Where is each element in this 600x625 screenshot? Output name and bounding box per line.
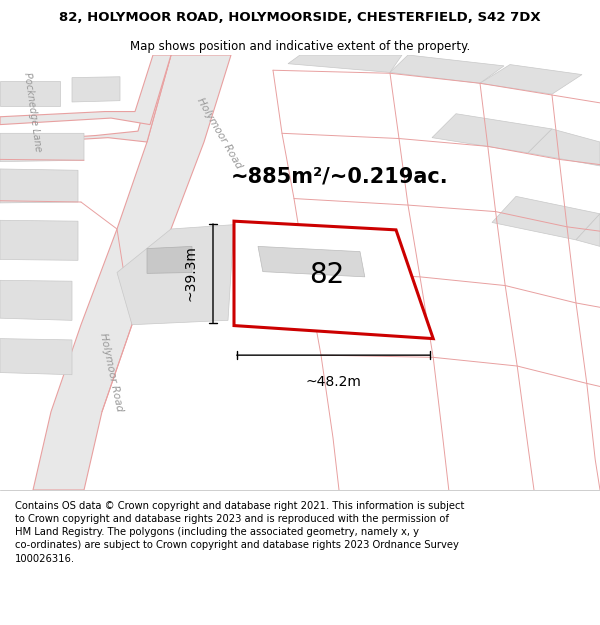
Polygon shape xyxy=(0,281,72,321)
Polygon shape xyxy=(288,55,402,72)
Text: ~885m²/~0.219ac.: ~885m²/~0.219ac. xyxy=(231,167,449,187)
Polygon shape xyxy=(528,129,600,166)
Polygon shape xyxy=(72,77,120,102)
Text: ~39.3m: ~39.3m xyxy=(184,246,198,301)
Polygon shape xyxy=(0,55,171,124)
Polygon shape xyxy=(147,246,192,273)
Text: Contains OS data © Crown copyright and database right 2021. This information is : Contains OS data © Crown copyright and d… xyxy=(15,501,464,564)
Polygon shape xyxy=(0,81,60,106)
Polygon shape xyxy=(0,55,171,144)
Polygon shape xyxy=(432,114,552,153)
Polygon shape xyxy=(33,55,231,490)
Polygon shape xyxy=(390,55,504,83)
Polygon shape xyxy=(117,224,234,325)
Text: ~48.2m: ~48.2m xyxy=(305,375,362,389)
Polygon shape xyxy=(234,221,433,339)
Text: Pocknedge Lane: Pocknedge Lane xyxy=(22,71,44,152)
Polygon shape xyxy=(0,169,78,203)
Polygon shape xyxy=(258,246,365,277)
Polygon shape xyxy=(0,133,84,162)
Polygon shape xyxy=(0,339,72,375)
Polygon shape xyxy=(480,64,582,94)
Polygon shape xyxy=(576,214,600,246)
Text: Holymoor Road: Holymoor Road xyxy=(98,332,124,412)
Text: 82: 82 xyxy=(310,261,344,289)
Polygon shape xyxy=(492,196,600,240)
Text: 82, HOLYMOOR ROAD, HOLYMOORSIDE, CHESTERFIELD, S42 7DX: 82, HOLYMOOR ROAD, HOLYMOORSIDE, CHESTER… xyxy=(59,11,541,24)
Polygon shape xyxy=(0,220,78,261)
Text: Map shows position and indicative extent of the property.: Map shows position and indicative extent… xyxy=(130,39,470,52)
Text: Holymoor Road: Holymoor Road xyxy=(194,96,244,171)
